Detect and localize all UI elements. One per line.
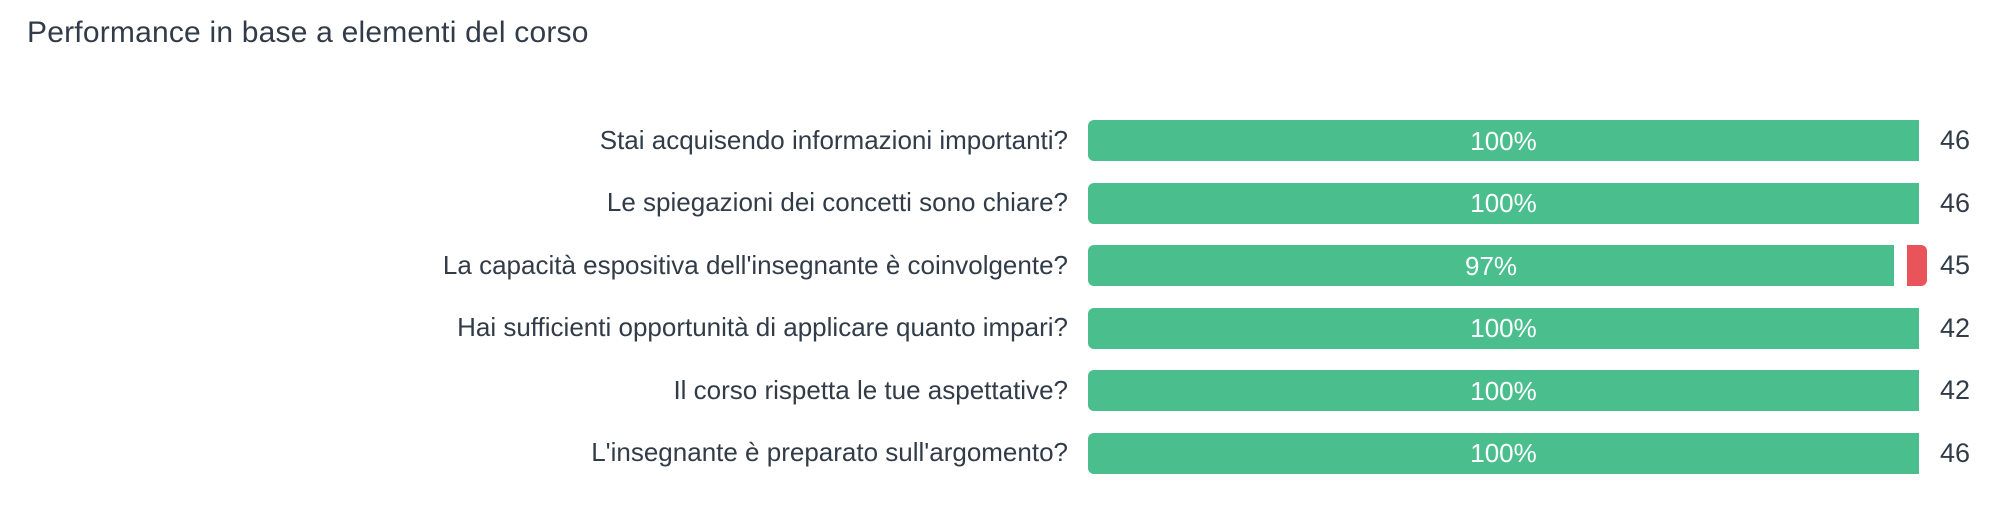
positive-bar-segment[interactable]: 100% — [1088, 120, 1919, 161]
bar-track: 97% — [1088, 245, 1928, 286]
positive-bar-segment[interactable]: 100% — [1088, 182, 1919, 224]
positive-bar-segment[interactable]: 100% — [1088, 370, 1919, 411]
bar-track: 100% — [1088, 182, 1919, 224]
category-label: Hai sufficienti opportunità di applicare… — [457, 312, 1068, 343]
response-count: 42 — [1940, 375, 1971, 405]
category-label: La capacità espositiva dell'insegnante è… — [442, 249, 1068, 280]
percent-label: 100% — [1470, 313, 1537, 343]
bar-track: 100% — [1088, 370, 1919, 411]
negative-bar-segment[interactable] — [1907, 245, 1928, 286]
category-label: Stai acquisendo informazioni importanti? — [599, 124, 1068, 155]
performance-report-panel: Performance in base a elementi del corso… — [27, 16, 2008, 474]
page-title: Performance in base a elementi del corso — [27, 16, 589, 49]
positive-bar-segment[interactable]: 100% — [1088, 307, 1919, 349]
bar-track: 100% — [1088, 120, 1919, 161]
chart-row: L'insegnante è preparato sull'argomento?… — [27, 432, 2008, 474]
percent-label: 100% — [1470, 438, 1537, 468]
response-count: 46 — [1940, 125, 1971, 155]
percent-label: 100% — [1470, 375, 1537, 406]
response-count: 46 — [1940, 437, 1971, 468]
percent-label: 100% — [1470, 188, 1537, 218]
performance-bar-chart: Stai acquisendo informazioni importanti?… — [27, 120, 2008, 474]
chart-row: Il corso rispetta le tue aspettative? 10… — [27, 370, 2008, 411]
category-label: Il corso rispetta le tue aspettative? — [673, 374, 1068, 405]
chart-row: Stai acquisendo informazioni importanti?… — [27, 120, 2008, 161]
chart-row: Le spiegazioni dei concetti sono chiare?… — [27, 182, 2008, 224]
bar-track: 100% — [1088, 307, 1919, 349]
bar-track: 100% — [1088, 432, 1919, 474]
chart-row: La capacità espositiva dell'insegnante è… — [27, 245, 2008, 286]
chart-row: Hai sufficienti opportunità di applicare… — [27, 307, 2008, 349]
percent-label: 97% — [1465, 250, 1518, 281]
category-label: L'insegnante è preparato sull'argomento? — [591, 437, 1068, 468]
category-label: Le spiegazioni dei concetti sono chiare? — [606, 187, 1068, 218]
response-count: 42 — [1940, 312, 1971, 343]
positive-bar-segment[interactable]: 97% — [1088, 245, 1895, 286]
response-count: 45 — [1940, 250, 1971, 280]
percent-label: 100% — [1470, 125, 1537, 156]
positive-bar-segment[interactable]: 100% — [1088, 432, 1919, 474]
response-count: 46 — [1940, 187, 1971, 218]
